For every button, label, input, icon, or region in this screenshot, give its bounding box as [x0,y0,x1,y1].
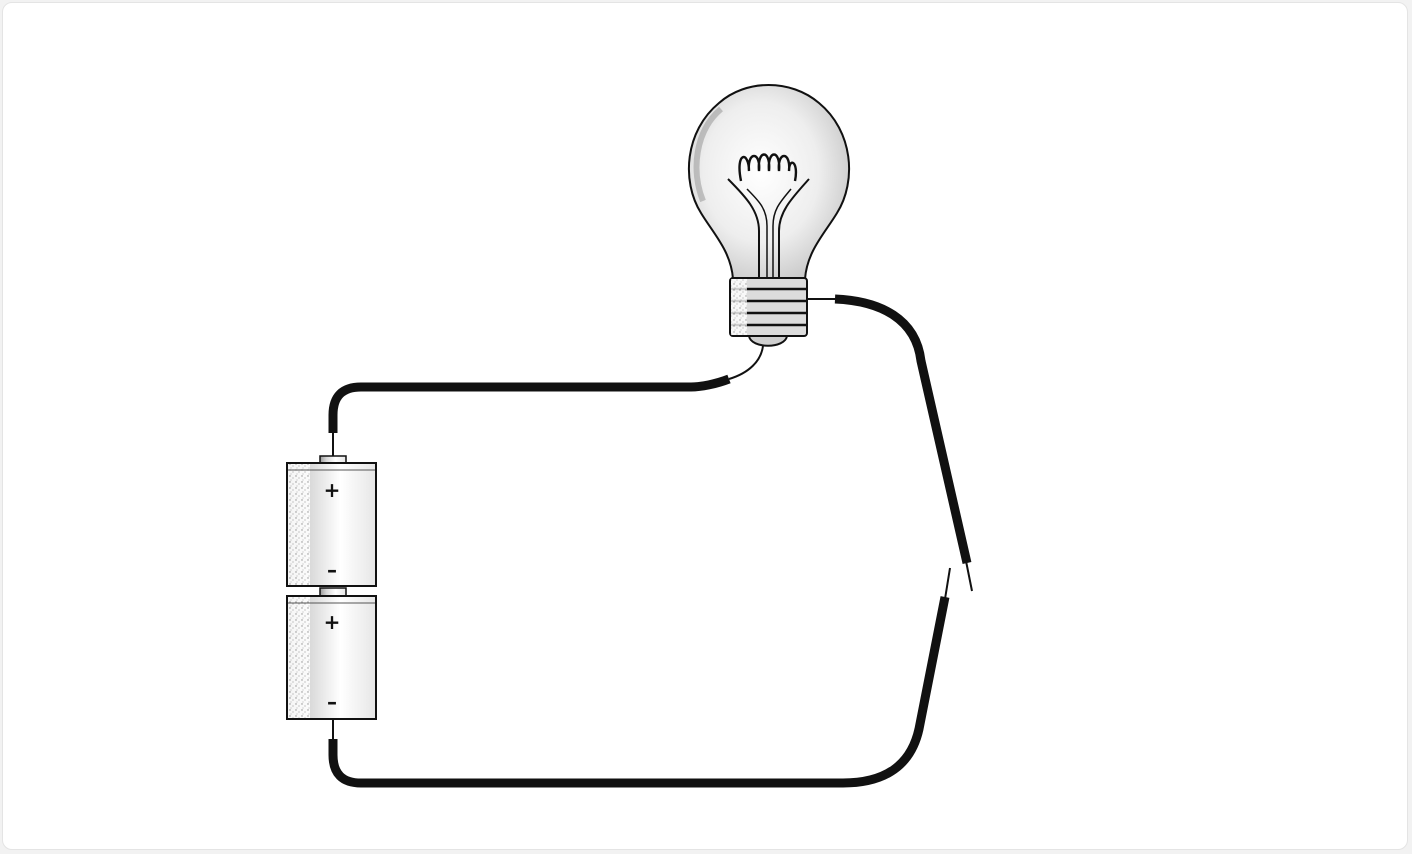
negative-symbol: – [327,690,337,714]
switch-contact-lower [944,567,951,600]
bulb-contact [747,335,789,347]
filament-coil [738,153,798,182]
negative-symbol: – [327,558,337,582]
positive-symbol: + [324,610,341,634]
switch-contact-upper [965,560,973,592]
wire-bottom [328,596,950,788]
battery: + – + – [286,455,377,720]
wire-right [834,294,972,564]
bulb-glass [687,84,851,280]
battery-cell-upper: + – [286,455,377,587]
light-bulb [687,84,851,347]
positive-symbol: + [324,478,341,502]
battery-cell-lower: + – [286,587,377,720]
filament-support-right [778,178,810,279]
wire-top [328,374,731,433]
wire-top-thin [728,345,764,380]
filament-support-left [727,178,760,279]
